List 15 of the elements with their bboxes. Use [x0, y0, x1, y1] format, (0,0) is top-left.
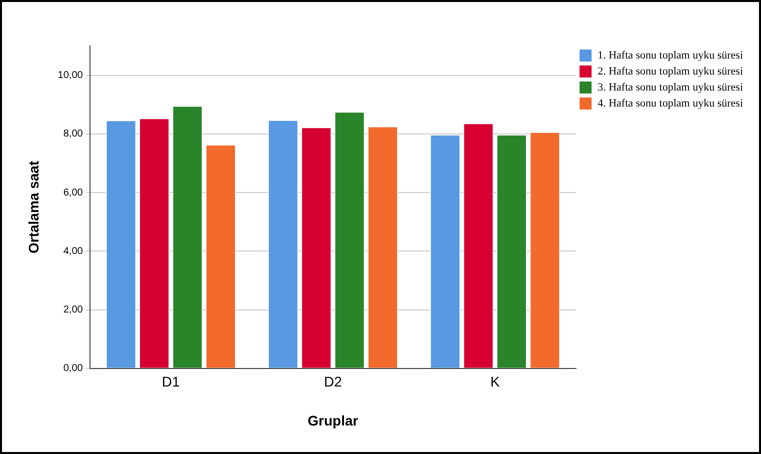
y-axis-title: Ortalama saat	[25, 160, 42, 254]
legend-label: 2. Hafta sonu toplam uyku süresi	[598, 65, 744, 78]
y-tick-label: 2,00	[63, 304, 84, 316]
y-tick-label: 10,00	[58, 70, 84, 82]
y-tick-label: 6,00	[63, 187, 84, 198]
legend-label: 3. Hafta sonu toplam uyku süresi	[598, 81, 744, 94]
y-tick-label: 0,00	[63, 363, 84, 374]
legend-label: 1. Hafta sonu toplam uyku süresi	[598, 49, 744, 62]
x-tick-label: D2	[324, 374, 342, 390]
y-tick-label: 4,00	[63, 246, 84, 257]
y-tick-label: 8,00	[63, 128, 84, 140]
x-axis-title: Gruplar	[308, 412, 359, 428]
x-tick-label: K	[490, 374, 500, 390]
legend-label: 4. Hafta sonu toplam uyku süresi	[598, 97, 744, 110]
x-tick-label: D1	[162, 374, 180, 390]
